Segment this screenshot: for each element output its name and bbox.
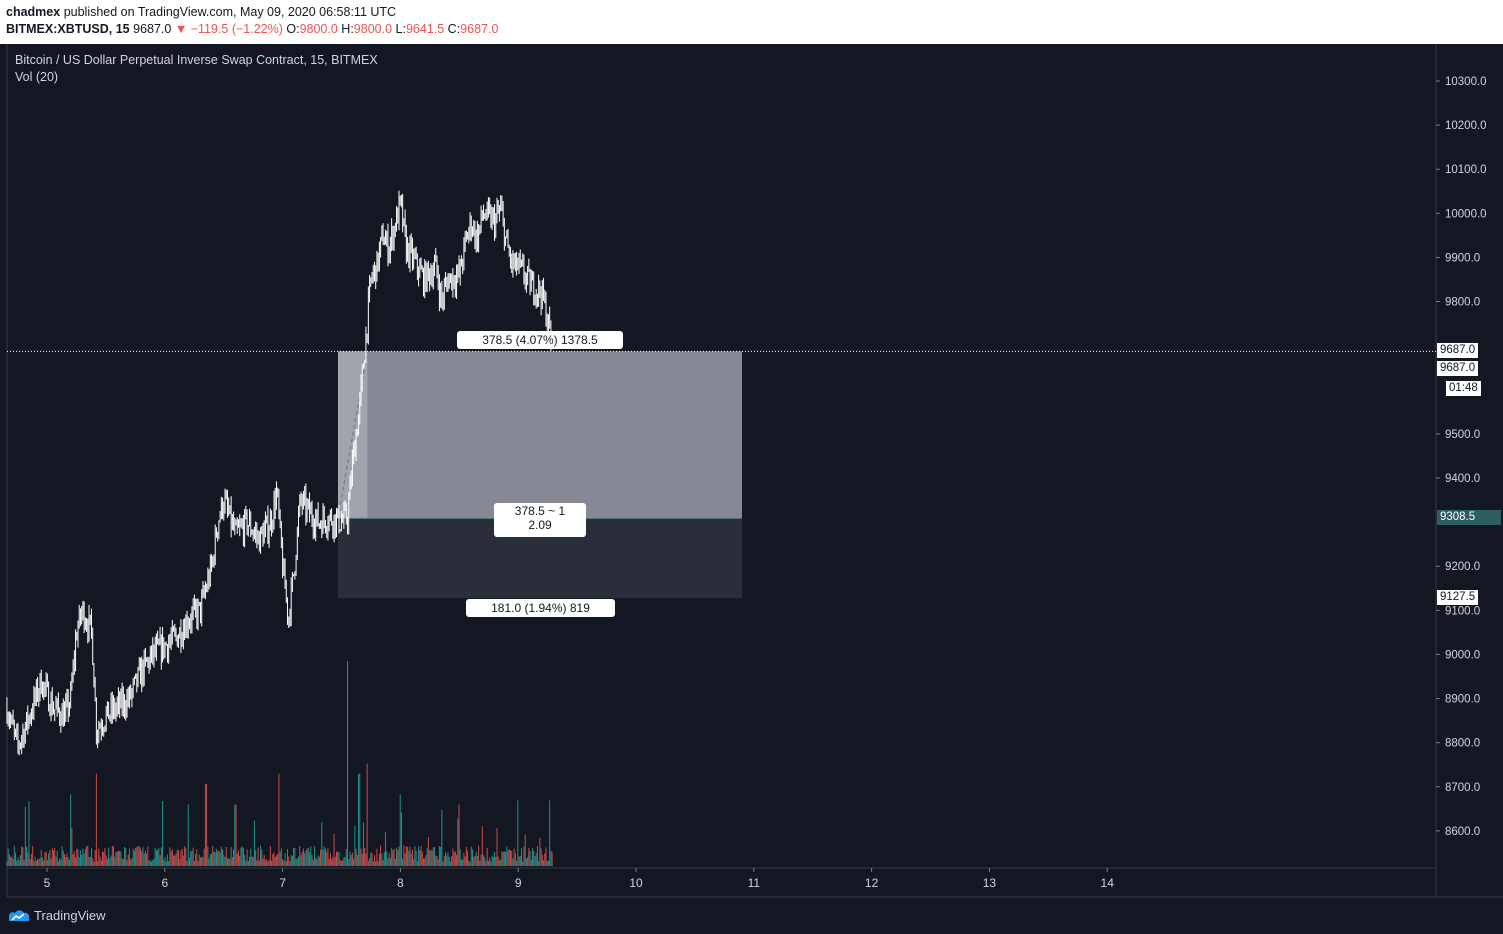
x-tick-label: 9 (515, 876, 522, 890)
close-label: C: (447, 22, 461, 36)
high-value: 9800.0 (353, 22, 393, 36)
volume-series (6, 661, 553, 866)
target-label: 378.5 (4.07%) 1378.5 (457, 331, 623, 349)
high-label: H: (341, 22, 354, 36)
publish-line: chadmex published on TradingView.com, Ma… (6, 5, 396, 19)
x-tick-label: 10 (629, 876, 643, 890)
y-tick-label: 8800.0 (1445, 738, 1480, 750)
risk-reward-value: 2.09 (528, 518, 552, 532)
y-tick-label: 10100.0 (1445, 164, 1487, 176)
y-tick-label: 8700.0 (1445, 782, 1480, 794)
risk-reward-label: 378.5 ~ 1 2.09 (494, 503, 586, 537)
publish-text: published on TradingView.com, May 09, 20… (63, 5, 397, 19)
y-tick-label: 9000.0 (1445, 649, 1480, 661)
y-tick-label: 10200.0 (1445, 120, 1487, 132)
bar-countdown-tag: 01:48 (1446, 381, 1481, 396)
last-price-tag-secondary: 9687.0 (1437, 361, 1479, 377)
stop-label: 181.0 (1.94%) 819 (466, 599, 615, 617)
price-chart[interactable]: 10300.0 10200.0 10100.0 10000.0 9900.0 9800.0… (0, 0, 1503, 898)
author-name[interactable]: chadmex (6, 5, 61, 19)
y-tick-label: 9400.0 (1445, 473, 1480, 485)
open-value: 9800.0 (299, 22, 338, 36)
y-tick-label: 9200.0 (1445, 561, 1480, 573)
y-tick-label: 9500.0 (1445, 429, 1480, 441)
volume-indicator-label[interactable]: Vol (20) (15, 70, 59, 84)
low-value: 9641.5 (405, 22, 445, 36)
open-label: O: (286, 22, 300, 36)
ohlc-line: BITMEX:XBTUSD, 15 9687.0 ▼ −119.5 (−1.22… (6, 22, 498, 36)
price-change: ▼ −119.5 (−1.22%) (174, 22, 283, 36)
tradingview-brand[interactable]: TradingView (34, 908, 106, 923)
x-tick-label: 13 (983, 876, 997, 890)
tradingview-logo-icon (9, 910, 30, 921)
y-tick-label: 10000.0 (1445, 208, 1487, 220)
chart-title: Bitcoin / US Dollar Perpetual Inverse Sw… (15, 53, 378, 67)
y-tick-label: 9100.0 (1445, 605, 1480, 617)
x-tick-label: 11 (748, 876, 761, 890)
entry-price-tag: 9308.5 (1437, 510, 1501, 526)
x-tick-label: 14 (1101, 876, 1115, 890)
price-series (6, 190, 553, 756)
last-price-tag: 9687.0 (1437, 343, 1479, 359)
y-tick-label: 8600.0 (1445, 826, 1480, 838)
y-tick-label: 9900.0 (1445, 252, 1480, 264)
x-tick-label: 12 (865, 876, 879, 890)
symbol-label: BITMEX:XBTUSD, 15 (6, 22, 130, 36)
target-zone[interactable] (337, 351, 743, 519)
chart-background (0, 44, 1503, 898)
risk-reward-ratio: 378.5 ~ 1 (514, 504, 566, 518)
close-value: 9687.0 (460, 22, 499, 36)
y-tick-label: 10300.0 (1445, 76, 1487, 88)
publish-header: chadmex published on TradingView.com, Ma… (0, 0, 1503, 44)
low-label: L: (395, 22, 406, 36)
footer (0, 898, 1503, 934)
x-tick-label: 6 (161, 876, 168, 890)
y-tick-label: 9800.0 (1445, 297, 1480, 309)
x-tick-label: 5 (44, 876, 51, 890)
x-tick-label: 8 (397, 876, 404, 890)
stop-price-tag: 9127.5 (1437, 590, 1479, 606)
x-tick-label: 7 (279, 876, 286, 890)
last-price: 9687.0 (133, 22, 172, 36)
y-tick-label: 8900.0 (1445, 694, 1480, 706)
